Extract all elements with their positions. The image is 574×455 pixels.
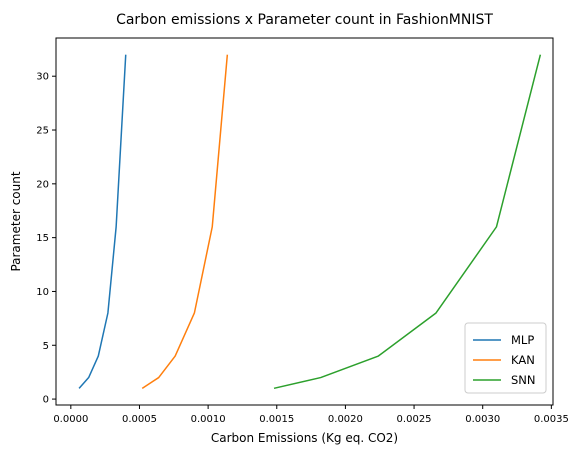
x-tick-label: 0.0000 — [53, 414, 88, 425]
y-tick-label: 5 — [43, 341, 49, 352]
legend-label-kan: KAN — [511, 353, 535, 367]
series-layer — [78, 54, 542, 390]
y-tick-label: 25 — [36, 126, 49, 137]
y-axis-label: Parameter count — [9, 171, 23, 271]
y-tick-label: 30 — [36, 72, 49, 83]
y-tick-label: 0 — [43, 395, 49, 406]
x-tick-label: 0.0005 — [122, 414, 157, 425]
y-tick-label: 10 — [36, 287, 49, 298]
plot-area-frame — [55, 37, 554, 406]
x-axis-ticks: 0.0000 0.0005 0.0010 0.0015 0.0020 0.0025 0.00… — [53, 405, 569, 425]
legend: MLP KAN SNN — [464, 322, 547, 394]
legend-label-snn: SNN — [511, 373, 536, 387]
y-tick-label: 20 — [36, 179, 49, 190]
x-tick-label: 0.0015 — [259, 414, 294, 425]
x-tick-label: 0.0030 — [465, 414, 500, 425]
y-axis-ticks: 0 5 10 15 20 25 30 — [36, 72, 56, 406]
x-axis-label: Carbon Emissions (Kg eq. CO2) — [211, 431, 398, 445]
series-line-kan — [141, 54, 229, 389]
y-tick-label: 15 — [36, 233, 49, 244]
x-tick-label: 0.0020 — [328, 414, 363, 425]
series-line-mlp — [78, 54, 127, 389]
chart-title: Carbon emissions x Parameter count in Fa… — [116, 12, 493, 28]
x-tick-label: 0.0035 — [534, 414, 569, 425]
legend-label-mlp: MLP — [511, 333, 534, 347]
x-tick-label: 0.0025 — [397, 414, 432, 425]
series-line-snn — [273, 54, 542, 390]
x-tick-label: 0.0010 — [191, 414, 226, 425]
